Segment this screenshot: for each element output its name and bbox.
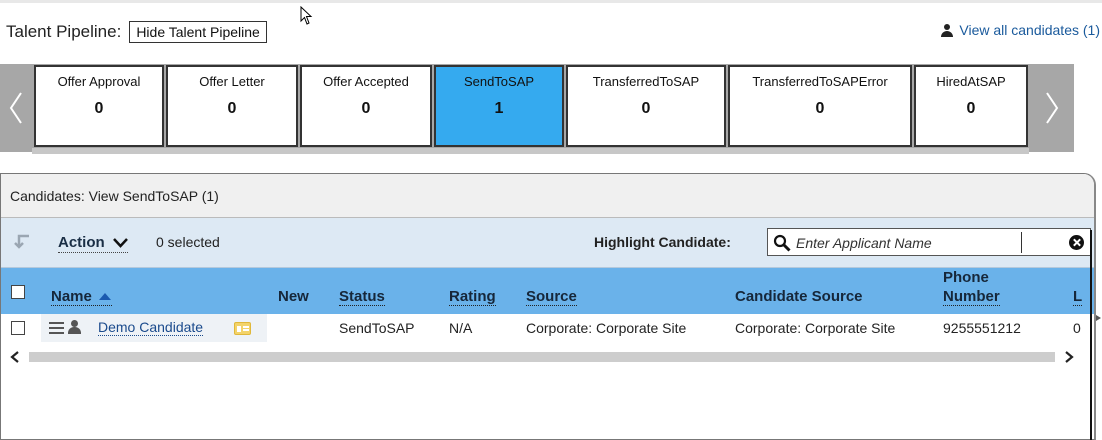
search-icon	[773, 234, 791, 252]
table-header: Name New Status Rating Source Candidate …	[1, 268, 1094, 314]
person-icon	[68, 320, 81, 334]
action-menu-button[interactable]: Action	[58, 234, 128, 253]
stage-offer-approval[interactable]: Offer Approval 0	[34, 65, 164, 147]
highlight-candidate-input[interactable]	[796, 232, 1022, 253]
pipeline-carousel: Offer Approval 0 Offer Letter 0 Offer Ac…	[0, 64, 1074, 154]
candidates-panel: Candidates: View SendToSAP (1) Action 0 …	[0, 173, 1096, 440]
scrollbar-thumb[interactable]	[29, 352, 1055, 362]
cell-source: Corporate: Corporate Site	[526, 320, 687, 336]
stage-label: Offer Letter	[199, 74, 265, 89]
stage-offer-accepted[interactable]: Offer Accepted 0	[300, 65, 432, 147]
carousel-prev-button[interactable]	[0, 64, 32, 152]
stage-label: Offer Approval	[57, 74, 141, 89]
person-icon	[941, 23, 954, 37]
hide-pipeline-button[interactable]: Hide Talent Pipeline	[129, 21, 267, 43]
carousel-scroll-strip	[32, 148, 1029, 154]
column-name-label: Name	[51, 288, 92, 305]
top-divider	[0, 0, 1102, 3]
pipeline-header: Talent Pipeline: Hide Talent Pipeline	[6, 20, 267, 44]
highlight-candidate-label: Highlight Candidate:	[594, 234, 731, 250]
column-new: New	[278, 288, 309, 305]
cell-extra: 0	[1073, 320, 1081, 336]
undo-icon[interactable]	[13, 233, 31, 249]
chevron-left-icon	[9, 92, 22, 124]
cell-rating: N/A	[449, 320, 473, 336]
carousel-next-button[interactable]	[1029, 64, 1074, 152]
sort-ascending-icon	[99, 293, 112, 300]
highlight-candidate-box	[767, 228, 1091, 256]
table-row: Demo Candidate SendToSAP N/A Corporate: …	[1, 314, 1094, 342]
stage-transferredtosaperror[interactable]: TransferredToSAPError 0	[728, 65, 912, 147]
stage-count: 1	[494, 100, 504, 117]
stage-label: SendToSAP	[463, 74, 535, 89]
contact-card-icon[interactable]	[234, 322, 251, 335]
select-all-checkbox[interactable]	[11, 285, 25, 299]
stage-label: TransferredToSAP	[592, 74, 700, 89]
chevron-right-icon	[1045, 92, 1058, 124]
stage-count: 0	[94, 100, 104, 117]
panel-title: Candidates: View SendToSAP (1)	[1, 174, 1094, 218]
column-phone-line1: Phone	[943, 269, 989, 286]
stage-sendtosap[interactable]: SendToSAP 1	[434, 65, 564, 147]
column-candidate-source: Candidate Source	[735, 288, 863, 305]
stage-count: 0	[966, 100, 976, 117]
chevron-down-icon	[112, 237, 128, 248]
stage-count: 0	[361, 100, 371, 117]
column-rating[interactable]: Rating	[449, 288, 496, 306]
candidates-toolbar: Action 0 selected Highlight Candidate:	[1, 218, 1094, 268]
action-label: Action	[58, 234, 105, 251]
column-name[interactable]: Name	[51, 288, 113, 306]
scroll-right-icon[interactable]	[1061, 350, 1077, 364]
column-phone-number[interactable]: Number	[943, 288, 1000, 306]
selected-count: 0 selected	[156, 234, 220, 250]
view-all-candidates-link[interactable]: View all candidates (1)	[941, 22, 1100, 38]
hamburger-menu-icon[interactable]	[49, 322, 64, 334]
scroll-left-icon[interactable]	[7, 350, 23, 364]
stage-label: TransferredToSAPError	[752, 74, 888, 89]
right-border-line	[1090, 230, 1092, 440]
cell-candidate-source: Corporate: Corporate Site	[735, 320, 896, 336]
stage-label: HiredAtSAP	[936, 74, 1006, 89]
candidate-name-cell: Demo Candidate	[41, 314, 267, 342]
horizontal-scrollbar[interactable]	[1, 349, 1094, 365]
cell-phone: 9255551212	[943, 320, 1021, 336]
column-status[interactable]: Status	[339, 288, 385, 306]
resize-handle-icon[interactable]	[1096, 315, 1102, 321]
row-checkbox[interactable]	[11, 321, 25, 335]
stage-count: 0	[227, 100, 237, 117]
column-source[interactable]: Source	[526, 288, 577, 306]
stage-count: 0	[815, 100, 825, 117]
candidate-name-link[interactable]: Demo Candidate	[98, 319, 204, 336]
view-all-candidates-label: View all candidates (1)	[959, 22, 1100, 38]
pipeline-title: Talent Pipeline:	[6, 22, 122, 41]
column-extra[interactable]: L	[1073, 288, 1083, 306]
stage-transferredtosap[interactable]: TransferredToSAP 0	[566, 65, 726, 147]
stage-hiredatsap[interactable]: HiredAtSAP 0	[914, 65, 1028, 147]
mouse-cursor-icon	[300, 6, 313, 25]
stage-count: 0	[641, 100, 651, 117]
cell-status: SendToSAP	[339, 320, 415, 336]
stage-offer-letter[interactable]: Offer Letter 0	[166, 65, 298, 147]
clear-icon[interactable]	[1069, 235, 1084, 250]
stage-label: Offer Accepted	[323, 74, 409, 89]
